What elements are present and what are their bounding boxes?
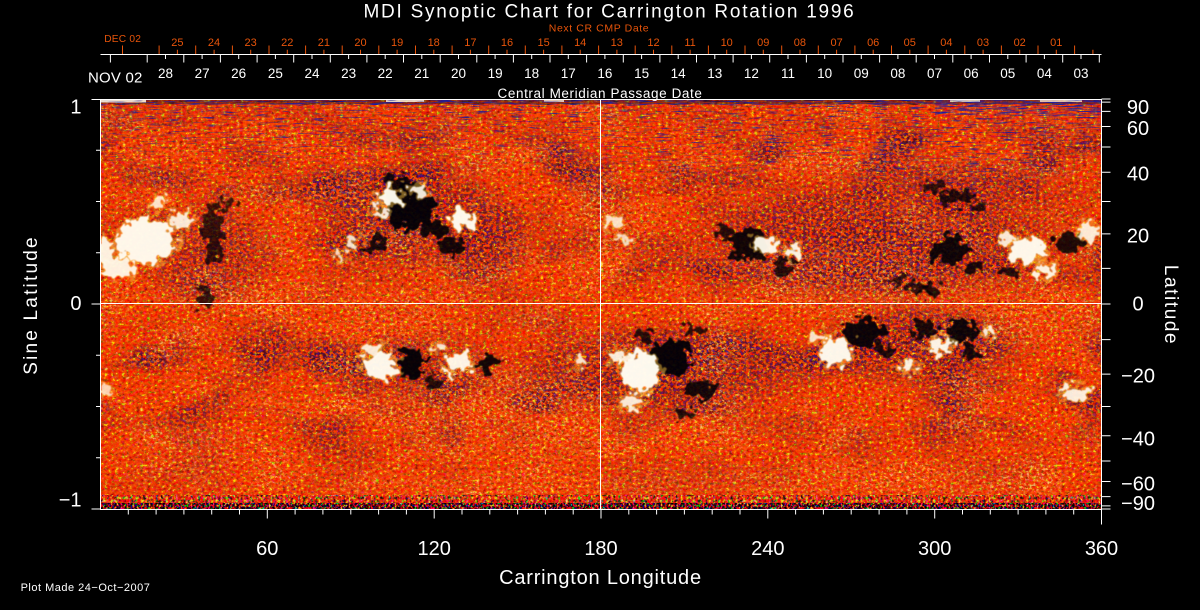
svg-text:Plot Made 24−Oct−2007: Plot Made 24−Oct−2007 bbox=[21, 582, 151, 594]
svg-text:03: 03 bbox=[977, 37, 989, 49]
svg-text:21: 21 bbox=[414, 66, 429, 81]
svg-text:40: 40 bbox=[1127, 164, 1149, 186]
svg-text:15: 15 bbox=[537, 37, 549, 49]
svg-text:13: 13 bbox=[611, 37, 623, 49]
svg-text:25: 25 bbox=[268, 66, 283, 81]
svg-text:14: 14 bbox=[574, 37, 586, 49]
svg-text:09: 09 bbox=[854, 66, 869, 81]
svg-text:11: 11 bbox=[684, 37, 695, 49]
svg-text:25: 25 bbox=[171, 37, 183, 49]
svg-text:MDI Synoptic Chart for Carring: MDI Synoptic Chart for Carrington Rotati… bbox=[363, 2, 855, 23]
svg-text:20: 20 bbox=[354, 37, 366, 49]
svg-text:12: 12 bbox=[647, 37, 659, 49]
svg-text:NOV 02: NOV 02 bbox=[88, 70, 143, 87]
svg-text:07: 07 bbox=[830, 37, 842, 49]
svg-text:90: 90 bbox=[1127, 97, 1149, 119]
svg-text:24: 24 bbox=[208, 37, 220, 49]
svg-text:02: 02 bbox=[1014, 37, 1026, 49]
svg-text:240: 240 bbox=[751, 538, 784, 560]
svg-text:60: 60 bbox=[256, 538, 278, 560]
svg-text:1: 1 bbox=[70, 97, 81, 119]
svg-text:DEC 02: DEC 02 bbox=[104, 34, 141, 45]
svg-text:17: 17 bbox=[464, 37, 476, 49]
svg-text:Latitude: Latitude bbox=[1160, 265, 1181, 345]
svg-text:16: 16 bbox=[501, 37, 513, 49]
svg-text:23: 23 bbox=[244, 37, 256, 49]
svg-text:10: 10 bbox=[721, 37, 733, 49]
svg-text:Carrington Longitude: Carrington Longitude bbox=[499, 567, 702, 589]
svg-text:−20: −20 bbox=[1121, 366, 1155, 388]
svg-text:28: 28 bbox=[158, 66, 173, 81]
svg-text:18: 18 bbox=[428, 37, 440, 49]
svg-text:−40: −40 bbox=[1121, 429, 1155, 451]
svg-text:24: 24 bbox=[304, 66, 320, 81]
svg-text:14: 14 bbox=[671, 66, 687, 81]
svg-text:19: 19 bbox=[391, 37, 403, 49]
svg-text:07: 07 bbox=[927, 66, 942, 81]
svg-text:09: 09 bbox=[757, 37, 769, 49]
svg-text:Central Meridian Passage Date: Central Meridian Passage Date bbox=[498, 86, 703, 101]
svg-text:01: 01 bbox=[1050, 37, 1062, 49]
svg-text:22: 22 bbox=[378, 66, 393, 81]
svg-text:04: 04 bbox=[1037, 66, 1053, 81]
svg-text:120: 120 bbox=[418, 538, 451, 560]
svg-text:03: 03 bbox=[1073, 66, 1088, 81]
svg-text:20: 20 bbox=[451, 66, 466, 81]
svg-text:13: 13 bbox=[707, 66, 722, 81]
svg-text:60: 60 bbox=[1127, 118, 1149, 140]
svg-text:11: 11 bbox=[781, 66, 795, 81]
svg-text:360: 360 bbox=[1085, 538, 1118, 560]
svg-text:17: 17 bbox=[561, 66, 576, 81]
svg-text:06: 06 bbox=[964, 66, 979, 81]
svg-text:05: 05 bbox=[904, 37, 916, 49]
svg-text:−90: −90 bbox=[1121, 493, 1155, 515]
svg-text:180: 180 bbox=[584, 538, 617, 560]
svg-text:16: 16 bbox=[597, 66, 612, 81]
svg-text:−60: −60 bbox=[1121, 474, 1155, 496]
svg-text:27: 27 bbox=[195, 66, 210, 81]
svg-text:08: 08 bbox=[890, 66, 905, 81]
svg-text:0: 0 bbox=[1132, 294, 1143, 316]
svg-text:21: 21 bbox=[318, 37, 330, 49]
svg-text:Next CR CMP Date: Next CR CMP Date bbox=[549, 23, 649, 35]
svg-text:04: 04 bbox=[940, 37, 952, 49]
svg-text:12: 12 bbox=[744, 66, 759, 81]
svg-text:Sine Latitude: Sine Latitude bbox=[21, 235, 42, 375]
svg-text:300: 300 bbox=[918, 538, 951, 560]
svg-text:15: 15 bbox=[634, 66, 649, 81]
svg-text:19: 19 bbox=[488, 66, 503, 81]
svg-text:18: 18 bbox=[524, 66, 539, 81]
svg-text:06: 06 bbox=[867, 37, 879, 49]
svg-text:22: 22 bbox=[281, 37, 293, 49]
svg-text:0: 0 bbox=[70, 293, 81, 315]
svg-text:−1: −1 bbox=[59, 490, 82, 512]
svg-text:08: 08 bbox=[794, 37, 806, 49]
svg-text:10: 10 bbox=[817, 66, 832, 81]
svg-text:20: 20 bbox=[1127, 226, 1149, 248]
svg-text:26: 26 bbox=[231, 66, 246, 81]
svg-text:05: 05 bbox=[1000, 66, 1015, 81]
svg-text:23: 23 bbox=[341, 66, 356, 81]
